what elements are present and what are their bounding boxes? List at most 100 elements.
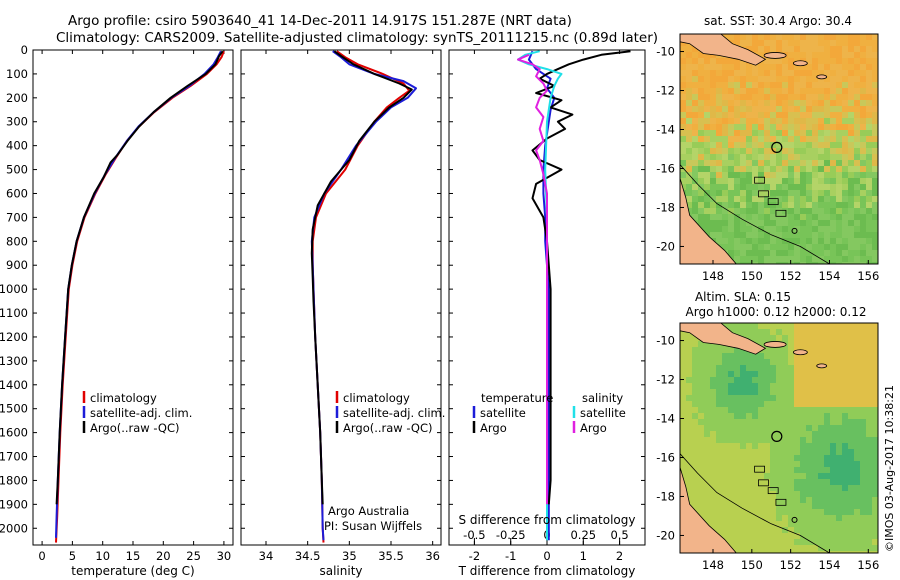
map-cell: [848, 52, 854, 58]
map-cell: [746, 76, 752, 82]
map-cell: [770, 178, 776, 184]
map-cell: [836, 431, 842, 437]
map-cell: [686, 124, 692, 130]
map-cell: [728, 202, 734, 208]
map-cell: [854, 82, 860, 88]
island: [816, 363, 828, 369]
map-cell: [758, 491, 764, 497]
map-cell: [698, 142, 704, 148]
map-cell: [686, 431, 692, 437]
map-cell: [764, 226, 770, 232]
map-y-tick-label: -12: [656, 373, 675, 387]
map-cell: [752, 455, 758, 461]
map-cell: [854, 449, 860, 455]
map-cell: [836, 383, 842, 389]
map-x-tick-label: 156: [857, 269, 879, 283]
map-cell: [860, 431, 866, 437]
map-cell: [782, 419, 788, 425]
map-cell: [704, 154, 710, 160]
map-cell: [860, 34, 866, 40]
map-cell: [740, 172, 746, 178]
map-cell: [848, 130, 854, 136]
map-cell: [746, 443, 752, 449]
map-cell: [860, 383, 866, 389]
map-cell: [824, 323, 830, 329]
map-cell: [698, 491, 704, 497]
map-cell: [794, 473, 800, 479]
map-cell: [728, 497, 734, 503]
map-cell: [710, 226, 716, 232]
map-cell: [764, 335, 770, 341]
map-cell: [872, 401, 878, 407]
map-cell: [836, 341, 842, 347]
map-cell: [734, 112, 740, 118]
map-cell: [872, 52, 878, 58]
map-cell: [800, 365, 806, 371]
map-cell: [824, 365, 830, 371]
map-cell: [686, 106, 692, 112]
map-cell: [806, 353, 812, 359]
map-cell: [866, 353, 872, 359]
map-cell: [872, 64, 878, 70]
map-cell: [722, 395, 728, 401]
map-cell: [758, 533, 764, 539]
map-cell: [746, 545, 752, 551]
series-climatology: [311, 50, 411, 543]
map-cell: [794, 467, 800, 473]
map-cell: [764, 172, 770, 178]
map-cell: [710, 425, 716, 431]
map-cell: [710, 208, 716, 214]
map-cell: [848, 515, 854, 521]
map-cell: [752, 395, 758, 401]
map-cell: [782, 178, 788, 184]
s-x-tick-label: -0.5: [463, 528, 485, 542]
map-cell: [710, 371, 716, 377]
legend-title-salinity: salinity: [582, 391, 623, 405]
map-cell: [824, 395, 830, 401]
y-tick-label: 0: [21, 43, 28, 57]
map-cell: [740, 473, 746, 479]
map-cell: [860, 335, 866, 341]
map-cell: [764, 389, 770, 395]
map-cell: [770, 377, 776, 383]
map-cell: [848, 479, 854, 485]
map-cell: [734, 214, 740, 220]
map-cell: [740, 196, 746, 202]
map-cell: [824, 220, 830, 226]
map-cell: [788, 136, 794, 142]
map-cell: [800, 190, 806, 196]
map-cell: [866, 160, 872, 166]
map-cell: [842, 401, 848, 407]
map-cell: [776, 443, 782, 449]
map-cell: [734, 178, 740, 184]
map-cell: [728, 160, 734, 166]
map-cell: [734, 118, 740, 124]
map-cell: [836, 359, 842, 365]
map-cell: [758, 473, 764, 479]
map-cell: [860, 178, 866, 184]
map-cell: [824, 533, 830, 539]
map-cell: [860, 551, 866, 553]
map-cell: [734, 431, 740, 437]
map-cell: [812, 449, 818, 455]
map-cell: [752, 190, 758, 196]
map-cell: [806, 443, 812, 449]
map-cell: [788, 40, 794, 46]
map-cell: [680, 40, 686, 46]
map-cell: [692, 190, 698, 196]
map-cell: [734, 395, 740, 401]
map-cell: [800, 425, 806, 431]
map-cell: [770, 250, 776, 256]
map-cell: [794, 401, 800, 407]
y-tick-label: 900: [6, 258, 28, 272]
map-cell: [704, 449, 710, 455]
map-cell: [830, 262, 836, 264]
map-cell: [746, 202, 752, 208]
map-x-tick-label: 152: [780, 558, 802, 572]
map-cell: [698, 341, 704, 347]
map-cell: [704, 461, 710, 467]
map-cell: [806, 70, 812, 76]
map-cell: [866, 419, 872, 425]
map-cell: [794, 413, 800, 419]
map-cell: [746, 94, 752, 100]
